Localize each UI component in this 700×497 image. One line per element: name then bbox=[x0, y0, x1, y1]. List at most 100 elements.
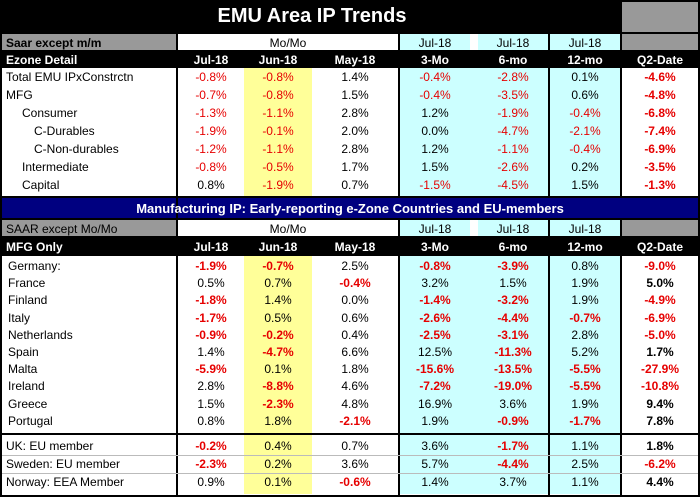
table1-row-2-col-2: 2.8% bbox=[341, 106, 369, 120]
table2-eu-row-1-col-2: 3.6% bbox=[341, 457, 369, 471]
table1-row-1-label: MFG bbox=[6, 88, 33, 102]
table1-row-1-col-6: -4.8% bbox=[644, 88, 676, 102]
table1-header-5: 12-mo bbox=[567, 53, 603, 67]
table2-row-5-label: Spain bbox=[8, 345, 39, 359]
t2-cyan-block-b bbox=[478, 220, 548, 236]
table2-row-7-col-4: -19.0% bbox=[493, 379, 533, 394]
table2-row-5-col-3: 12.5% bbox=[417, 345, 453, 359]
table1-row-1-col-4: -3.5% bbox=[497, 88, 529, 102]
border-left bbox=[0, 0, 2, 497]
table2-eu-row-1-col-4: -4.4% bbox=[497, 457, 529, 471]
table1-row-4-col-6: -6.9% bbox=[644, 142, 676, 156]
table2-row-3-col-6: -6.9% bbox=[644, 310, 676, 325]
table2-row-5-col-5: 5.2% bbox=[571, 345, 599, 359]
table2-row-7-col-2: 4.6% bbox=[341, 379, 369, 394]
t2-group-jul-b: Jul-18 bbox=[496, 222, 530, 236]
col-divider-q2-1 bbox=[620, 32, 622, 198]
table2-row-7-col-1: -8.8% bbox=[262, 379, 294, 394]
table2-eu-row-1-col-1: 0.2% bbox=[264, 457, 292, 471]
table1-row-6-col-0: 0.8% bbox=[197, 178, 225, 192]
table1-row-2-label: Consumer bbox=[22, 106, 78, 120]
table1-header-4: 6-mo bbox=[498, 53, 528, 67]
table2-header-2: May-18 bbox=[334, 240, 376, 254]
table2-row-0-col-3: -0.8% bbox=[419, 259, 451, 273]
table1-row-1-col-3: -0.4% bbox=[419, 88, 451, 102]
table1-row-5-col-2: 1.7% bbox=[341, 160, 369, 174]
eu-row-separator bbox=[2, 473, 698, 474]
table2-row-8-label: Greece bbox=[8, 396, 48, 411]
table2-eu-row-0-col-2: 0.7% bbox=[341, 439, 369, 453]
table2-row-8-col-6: 9.4% bbox=[646, 396, 674, 411]
table1-row-3-col-0: -1.9% bbox=[195, 124, 227, 138]
table1-row-1-col-5: 0.6% bbox=[571, 88, 599, 102]
table2-row-5-col-1: -4.7% bbox=[262, 345, 294, 359]
table2-eu-row-2-col-0: 0.9% bbox=[197, 475, 225, 489]
table2-row-7-col-3: -7.2% bbox=[419, 379, 451, 394]
table2-row-5-col-4: -11.3% bbox=[494, 345, 532, 359]
t1-subtitle: Saar except m/m bbox=[6, 36, 102, 50]
table2-eu-row-0-col-5: 1.1% bbox=[571, 439, 599, 453]
table1-header-0: Jul-18 bbox=[193, 53, 229, 67]
table2-row-5-col-2: 6.6% bbox=[341, 345, 369, 359]
table1-row-5-label: Intermediate bbox=[22, 160, 89, 174]
table1-row-4-col-2: 2.8% bbox=[341, 142, 369, 156]
table2-row-4-col-5: 2.8% bbox=[571, 327, 599, 342]
t2-cyan-block-a bbox=[400, 220, 470, 236]
table2-row-8-col-4: 3.6% bbox=[499, 396, 527, 411]
table2-row-9-col-6: 7.8% bbox=[646, 413, 674, 428]
t2-banner: Manufacturing IP: Early-reporting e-Zone… bbox=[136, 201, 564, 216]
t1-col-label: Ezone Detail bbox=[6, 53, 78, 67]
t1-gray-right bbox=[622, 34, 698, 50]
table2-row-4-col-6: -5.0% bbox=[644, 327, 676, 342]
table2-eu-row-0-col-6: 1.8% bbox=[646, 439, 674, 453]
t2-subtitle-band bbox=[2, 220, 176, 236]
table2-row-4-col-2: 0.4% bbox=[341, 327, 369, 342]
table2-row-1-col-3: 3.2% bbox=[421, 276, 449, 291]
t1-cyan-block-a bbox=[400, 34, 470, 50]
table1-row-4-label: C-Non-durables bbox=[34, 142, 119, 156]
table1-row-1-col-2: 1.5% bbox=[341, 88, 369, 102]
table1-row-2-col-3: 1.2% bbox=[421, 106, 449, 120]
title-divider bbox=[0, 32, 700, 34]
table2-row-8-col-2: 4.8% bbox=[341, 396, 369, 411]
table1-row-6-label: Capital bbox=[22, 178, 60, 192]
table2-row-2-col-5: 1.9% bbox=[571, 293, 599, 308]
table2-header-6: Q2-Date bbox=[636, 240, 683, 254]
table2-row-6-col-0: -5.9% bbox=[195, 362, 227, 377]
table2-header-3: 3-Mo bbox=[421, 240, 449, 254]
table2-row-9-col-4: -0.9% bbox=[497, 413, 529, 428]
title-gray-block bbox=[622, 2, 698, 32]
table1-row-4-col-4: -1.1% bbox=[497, 142, 529, 156]
table2-eu-row-0-label: UK: EU member bbox=[6, 439, 94, 453]
table2-row-7-label: Ireland bbox=[8, 379, 45, 394]
border-bottom bbox=[0, 495, 700, 497]
table2-row-6-col-1: 0.1% bbox=[264, 362, 292, 377]
table2-row-3-col-4: -4.4% bbox=[497, 310, 529, 325]
title-bar bbox=[2, 2, 622, 32]
table2-row-9-label: Portugal bbox=[8, 413, 53, 428]
table2-eu-row-1-col-6: -6.2% bbox=[644, 457, 676, 471]
table2-row-0-col-1: -0.7% bbox=[262, 259, 294, 273]
table2-row-0-label: Germany: bbox=[8, 259, 61, 273]
table1-row-2-col-0: -1.3% bbox=[195, 106, 227, 120]
eu-divider bbox=[0, 433, 700, 435]
table2-header-4: 6-mo bbox=[498, 240, 528, 254]
t2-cyan-body bbox=[400, 256, 548, 494]
table2-row-9-col-2: -2.1% bbox=[339, 413, 371, 428]
table1-row-4-col-3: 1.2% bbox=[421, 142, 449, 156]
table2-row-0-col-5: 0.8% bbox=[571, 259, 599, 273]
table2-row-1-label: France bbox=[8, 276, 46, 291]
table1-header-6: Q2-Date bbox=[636, 53, 683, 67]
table1-row-6-col-6: -1.3% bbox=[644, 178, 676, 192]
table1-row-4-col-1: -1.1% bbox=[262, 142, 294, 156]
table1-row-6-col-5: 1.5% bbox=[571, 178, 599, 192]
table2-row-3-label: Italy bbox=[8, 310, 31, 325]
table2-row-8-col-3: 16.9% bbox=[417, 396, 453, 411]
table2-row-1-col-2: -0.4% bbox=[339, 276, 371, 291]
table2-row-1-col-4: 1.5% bbox=[499, 276, 527, 291]
table2-row-0-col-0: -1.9% bbox=[195, 259, 227, 273]
t1-subtitle-band bbox=[2, 34, 176, 50]
table2-row-4-col-4: -3.1% bbox=[497, 327, 529, 342]
table2-eu-row-2-col-1: 0.1% bbox=[264, 475, 292, 489]
table1-row-2-col-6: -6.8% bbox=[644, 106, 676, 120]
